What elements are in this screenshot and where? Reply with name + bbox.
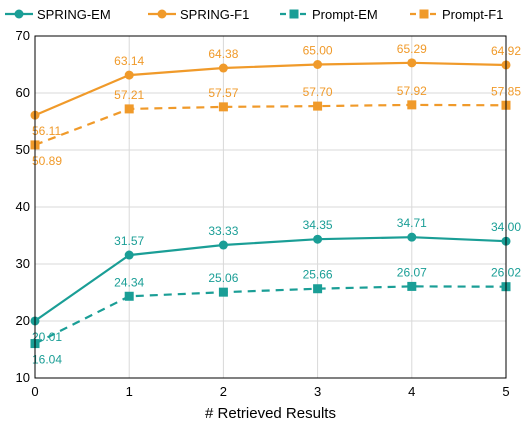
x-tick-label-5: 5: [502, 384, 509, 399]
point-s2-2: [218, 287, 228, 297]
point-s0-3: [313, 234, 323, 244]
data-label-s2-1: 24.34: [114, 275, 144, 289]
x-tick-label-4: 4: [408, 384, 415, 399]
y-tick-label-5: 60: [16, 85, 30, 100]
data-label-s3-0: 50.89: [32, 154, 62, 168]
y-tick-label-2: 30: [16, 256, 30, 271]
point-s3-4: [407, 100, 417, 110]
data-label-s1-3: 65.00: [303, 44, 333, 58]
point-s0-2: [218, 240, 228, 250]
data-label-s1-2: 64.38: [208, 47, 238, 61]
y-tick-label-3: 40: [16, 199, 30, 214]
data-label-s3-4: 57.92: [397, 84, 427, 98]
series-line-1: [34, 61, 507, 117]
legend-marker-0: [14, 9, 24, 19]
legend-label-0: SPRING-EM: [37, 7, 111, 22]
y-tick-label-1: 20: [16, 313, 30, 328]
x-axis-ticks: 0 1 2 3 4 5: [31, 384, 509, 399]
data-label-s3-3: 57.70: [303, 85, 333, 99]
legend-label-2: Prompt-EM: [312, 7, 378, 22]
point-s0-1: [124, 250, 134, 260]
data-label-s2-2: 25.06: [208, 271, 238, 285]
data-label-s1-4: 65.29: [397, 42, 427, 56]
y-tick-label-6: 70: [16, 28, 30, 43]
point-s1-3: [313, 60, 323, 69]
data-label-s0-0: 20.01: [32, 330, 62, 344]
y-axis-ticks: 10 20 30 40 50 60 70: [16, 28, 30, 385]
legend-label-1: SPRING-F1: [180, 7, 249, 22]
data-label-s2-0: 16.04: [32, 353, 62, 367]
point-s3-2: [218, 102, 228, 112]
data-label-s1-0: 56.11: [32, 124, 61, 138]
series-line-2: [34, 285, 507, 345]
point-s2-4: [407, 281, 417, 291]
x-tick-label-2: 2: [220, 384, 227, 399]
data-label-s3-1: 57.21: [114, 88, 144, 102]
data-label-s1-1: 63.14: [114, 54, 144, 68]
point-s2-1: [124, 291, 134, 301]
data-label-s3-2: 57.57: [208, 86, 238, 100]
legend-marker-3: [419, 9, 429, 19]
data-label-s2-4: 26.07: [397, 265, 427, 279]
point-s1-1: [124, 70, 134, 80]
series-line-0: [34, 236, 507, 322]
point-s0-4: [407, 232, 417, 242]
x-axis-title: # Retrieved Results: [205, 405, 336, 422]
legend: SPRING-EM SPRING-F1 Prompt-EM Prompt-F1: [5, 7, 503, 22]
point-s3-1: [124, 104, 134, 114]
plot-frame: [34, 35, 507, 379]
point-s3-3: [313, 101, 323, 111]
grid-lines: [34, 35, 507, 379]
data-label-s0-1: 31.57: [114, 234, 144, 248]
point-s1-4: [407, 58, 417, 68]
series-line-3: [34, 103, 507, 146]
legend-marker-2: [289, 9, 299, 19]
legend-marker-1: [157, 9, 167, 19]
data-label-s0-3: 34.35: [303, 218, 333, 232]
data-label-s0-4: 34.71: [397, 216, 427, 230]
x-tick-label-0: 0: [31, 384, 38, 399]
series-layer: [30, 58, 511, 349]
point-s1-2: [218, 63, 228, 73]
point-s2-3: [313, 284, 323, 294]
legend-label-3: Prompt-F1: [442, 7, 503, 22]
y-tick-label-0: 10: [16, 370, 30, 385]
data-label-s0-2: 33.33: [208, 224, 238, 238]
y-tick-label-4: 50: [16, 142, 30, 157]
x-tick-label-3: 3: [314, 384, 321, 399]
x-tick-label-1: 1: [126, 384, 133, 399]
data-label-s2-3: 25.66: [303, 268, 333, 282]
